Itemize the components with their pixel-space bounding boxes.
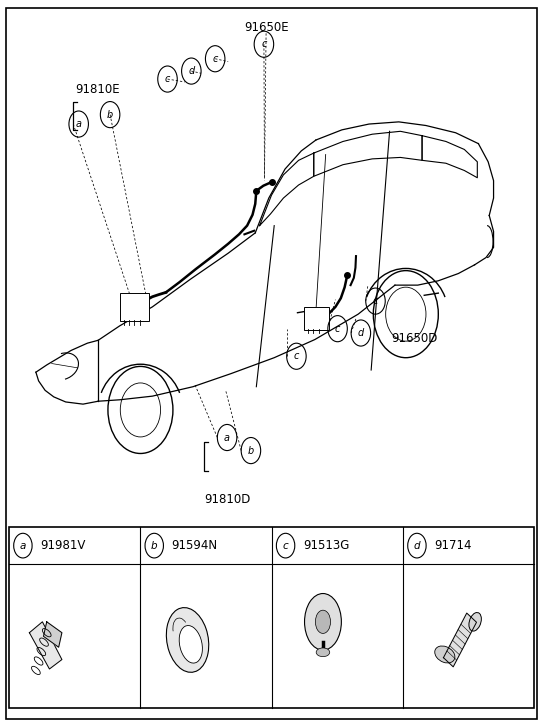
Text: 91650E: 91650E bbox=[244, 21, 288, 34]
Text: 91714: 91714 bbox=[434, 539, 472, 552]
Text: b: b bbox=[107, 110, 113, 120]
Text: c: c bbox=[165, 74, 170, 84]
Polygon shape bbox=[444, 613, 477, 667]
Text: a: a bbox=[224, 433, 230, 443]
Text: c: c bbox=[294, 351, 299, 361]
Text: b: b bbox=[151, 541, 157, 550]
Text: 91513G: 91513G bbox=[303, 539, 349, 552]
FancyBboxPatch shape bbox=[9, 527, 534, 708]
Text: d: d bbox=[188, 66, 194, 76]
FancyBboxPatch shape bbox=[304, 307, 329, 330]
Text: d: d bbox=[358, 328, 364, 338]
Text: c: c bbox=[373, 296, 378, 306]
Text: d: d bbox=[414, 541, 420, 550]
Polygon shape bbox=[43, 622, 62, 647]
Ellipse shape bbox=[435, 646, 455, 663]
Text: a: a bbox=[20, 541, 26, 550]
Ellipse shape bbox=[166, 608, 209, 672]
Text: 91594N: 91594N bbox=[172, 539, 218, 552]
Text: 91810D: 91810D bbox=[204, 494, 250, 507]
Text: b: b bbox=[248, 446, 254, 456]
Polygon shape bbox=[29, 622, 62, 669]
Text: c: c bbox=[261, 39, 267, 49]
Text: 91810E: 91810E bbox=[75, 83, 119, 96]
Ellipse shape bbox=[469, 613, 481, 631]
FancyBboxPatch shape bbox=[6, 8, 537, 719]
Ellipse shape bbox=[305, 593, 342, 650]
Text: c: c bbox=[212, 54, 218, 64]
Ellipse shape bbox=[315, 610, 331, 633]
Text: c: c bbox=[283, 541, 288, 550]
Text: 91981V: 91981V bbox=[40, 539, 86, 552]
Text: 91650D: 91650D bbox=[392, 332, 438, 345]
Text: a: a bbox=[75, 119, 81, 129]
Text: c: c bbox=[335, 324, 340, 334]
Ellipse shape bbox=[179, 625, 203, 663]
FancyBboxPatch shape bbox=[120, 293, 149, 321]
Ellipse shape bbox=[316, 648, 330, 656]
